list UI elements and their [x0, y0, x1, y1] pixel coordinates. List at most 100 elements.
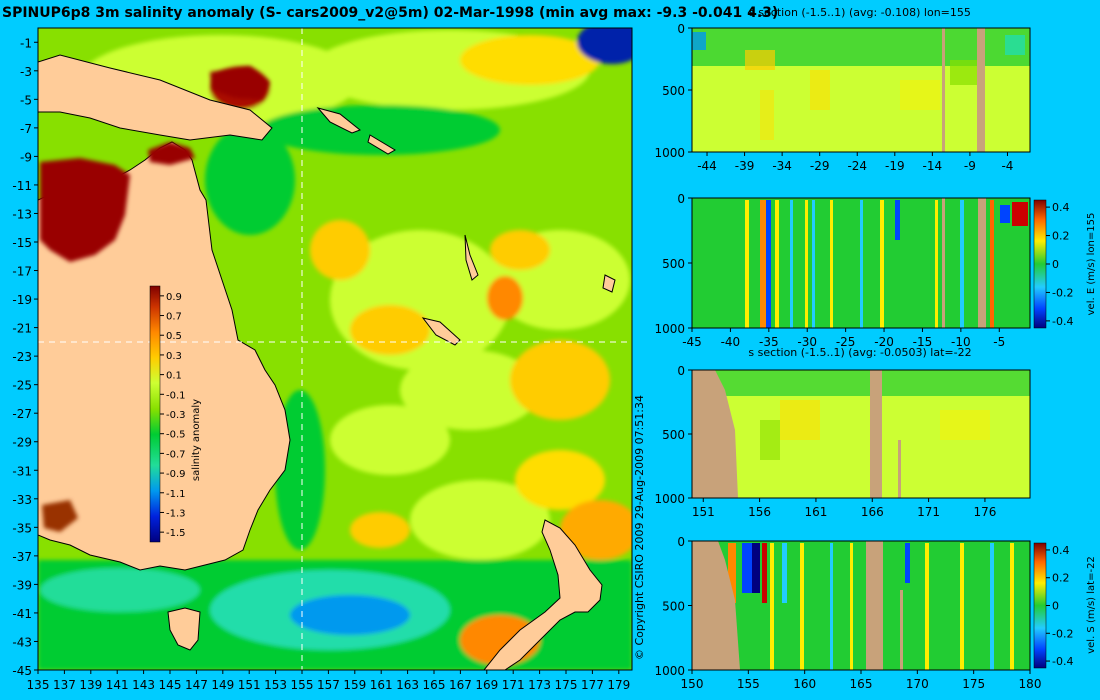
- panel4-axes: 150 155 160 165 170 175 180 0 500 1000: [654, 535, 1041, 691]
- map-xtick-label: 145: [159, 678, 182, 692]
- section-xtick-label: 170: [906, 677, 929, 691]
- section-ytick-label: 500: [662, 600, 685, 614]
- solomon-islands-1: [316, 107, 361, 134]
- map-xtick-label: 165: [423, 678, 446, 692]
- map-xtick-label: 155: [291, 678, 314, 692]
- map-ytick-label: -37: [12, 550, 32, 564]
- map-ytick-label: -7: [20, 122, 32, 136]
- section-xtick-label: 161: [804, 505, 827, 519]
- section-xtick-label: -20: [874, 335, 894, 349]
- section-xtick-label: -39: [735, 159, 755, 173]
- map-xtick-label: 173: [528, 678, 551, 692]
- section-xtick-label: -35: [759, 335, 779, 349]
- map-ytick-label: -43: [12, 635, 32, 649]
- section-xtick-label: -45: [682, 335, 702, 349]
- section-xtick-label: 165: [850, 677, 873, 691]
- panel2-colorbar: [1033, 199, 1047, 329]
- map-ytick-label: -1: [20, 36, 32, 50]
- map-ytick-label: -23: [12, 350, 32, 364]
- panel3-salinity-section-lat-22: [691, 369, 1031, 499]
- section-xtick-label: -5: [993, 335, 1005, 349]
- panel2-axes: -45 -40 -35 -30 -25 -20 -15 -10 -5 0 500 1000: [654, 192, 1005, 349]
- map-xtick-label: 135: [27, 678, 50, 692]
- map-xtick-label: 175: [555, 678, 578, 692]
- vel-colorbar-tick-label: 0.4: [1052, 544, 1070, 557]
- map-colorbar-tick-label: 0.5: [166, 331, 182, 342]
- section-ytick-label: 1000: [654, 492, 685, 506]
- map-colorbar-tick-label: 0.9: [166, 292, 182, 303]
- map-ytick-label: -5: [20, 93, 32, 107]
- vel-colorbar-tick-label: -0.2: [1052, 286, 1073, 299]
- salinity-map: [38, 28, 632, 670]
- section-xtick-label: -34: [772, 159, 792, 173]
- map-colorbar-tick-label: -0.7: [166, 449, 186, 460]
- section-ytick-label: 1000: [654, 664, 685, 678]
- map-colorbar-ticks: 0.9 0.7 0.5 0.3 0.1 -0.1 -0.3 -0.5 -0.7 -0.9 -1.1 -…: [160, 292, 186, 539]
- map-xtick-label: 161: [370, 678, 393, 692]
- map-colorbar-tick-label: -0.5: [166, 430, 186, 441]
- map-colorbar-tick-label: 0.7: [166, 312, 182, 323]
- map-colorbar-tick-label: -1.5: [166, 528, 186, 539]
- map-xtick-label: 159: [343, 678, 366, 692]
- map-xtick-label: 141: [106, 678, 129, 692]
- section-ytick-label: 500: [662, 428, 685, 442]
- map-ytick-label: -19: [12, 293, 32, 307]
- section-xtick-label: 151: [692, 505, 715, 519]
- panel2-colorbar-ticks: 0.4 0.2 0 -0.2 -0.4: [1046, 201, 1073, 328]
- map-xtick-label: 179: [607, 678, 630, 692]
- section-xtick-label: 171: [917, 505, 940, 519]
- section-xtick-label: -19: [885, 159, 905, 173]
- vel-colorbar-tick-label: -0.4: [1052, 315, 1073, 328]
- map-xtick-label: 149: [211, 678, 234, 692]
- section-xtick-label: -9: [964, 159, 976, 173]
- map-ytick-label: -41: [12, 607, 32, 621]
- panel4-colorbar-ticks: 0.4 0.2 0 -0.2 -0.4: [1046, 544, 1073, 668]
- solomon-islands-2: [367, 134, 396, 155]
- map-xtick-label: 169: [475, 678, 498, 692]
- map-xtick-label: 177: [581, 678, 604, 692]
- panel4-velS-section: [691, 540, 1031, 671]
- map-ytick-label: -9: [20, 150, 32, 164]
- vel-colorbar-tick-label: -0.2: [1052, 627, 1073, 640]
- map-ytick-label: -35: [12, 521, 32, 535]
- map-ytick-label: -45: [12, 664, 32, 678]
- section-xtick-label: 180: [1019, 677, 1042, 691]
- map-ytick-label: -11: [12, 179, 32, 193]
- panel4-colorbar-label: vel. S (m/s) lat=-22: [1086, 556, 1097, 654]
- map-xtick-label: 167: [449, 678, 472, 692]
- map-ytick-label: -3: [20, 65, 32, 79]
- vel-colorbar-tick-label: 0: [1052, 600, 1059, 613]
- map-colorbar-tick-label: 0.3: [166, 351, 182, 362]
- copyright-text: © Copyright CSIRO 2009 29-Aug-2009 07:51…: [633, 395, 646, 660]
- panel1-salinity-section-lon155: [691, 27, 1031, 153]
- map-frame: [37, 27, 633, 671]
- section-xtick-label: -4: [1001, 159, 1013, 173]
- section-xtick-label: -30: [797, 335, 817, 349]
- map-colorbar-tick-label: 0.1: [166, 371, 182, 382]
- tasmania: [167, 607, 201, 651]
- section-ytick-label: 0: [677, 22, 685, 36]
- vanuatu: [464, 234, 479, 281]
- section-xtick-label: 156: [748, 505, 771, 519]
- map-ytick-label: -13: [12, 207, 32, 221]
- section-xtick-label: -14: [923, 159, 943, 173]
- map-xtick-label: 153: [264, 678, 287, 692]
- map-colorbar: [149, 285, 161, 543]
- gulf-carpentaria-anomaly: [40, 158, 130, 262]
- map-xtick-label: 139: [79, 678, 102, 692]
- section-xtick-label: 175: [962, 677, 985, 691]
- map-colorbar-tick-label: -0.1: [166, 390, 186, 401]
- map-ytick-label: -33: [12, 493, 32, 507]
- section-ytick-label: 500: [662, 84, 685, 98]
- section-ytick-label: 0: [677, 192, 685, 206]
- section-ytick-label: 500: [662, 257, 685, 271]
- map-axes: 135 137 139 141 143 145 147 149 151 153 155 157 159 1…: [12, 36, 630, 692]
- section-xtick-label: -25: [836, 335, 856, 349]
- section-xtick-label: -24: [847, 159, 867, 173]
- vel-colorbar-tick-label: -0.4: [1052, 655, 1073, 668]
- section-xtick-label: -40: [721, 335, 741, 349]
- vel-colorbar-tick-label: 0.2: [1052, 230, 1070, 243]
- section-xtick-label: -15: [913, 335, 933, 349]
- map-ytick-label: -25: [12, 379, 32, 393]
